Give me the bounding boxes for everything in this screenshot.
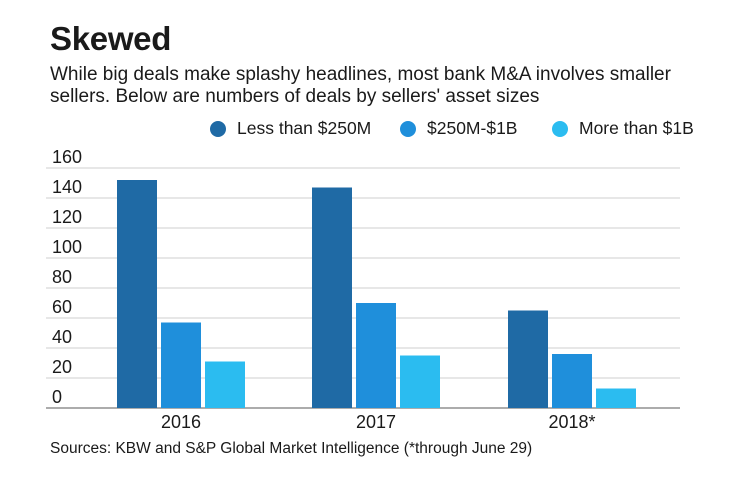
legend-label: More than $1B <box>579 118 694 138</box>
legend-item: $250M-$1B <box>400 118 517 139</box>
bar-2017-series-2 <box>356 303 396 408</box>
x-category-label: 2016 <box>161 412 201 432</box>
bar-2016-series-1 <box>117 180 157 408</box>
legend-swatch <box>400 120 416 137</box>
y-tick-label: 0 <box>52 387 62 407</box>
bars <box>117 180 636 408</box>
bar-2018-series-1 <box>508 310 548 408</box>
bar-2016-series-2 <box>161 322 201 408</box>
bar-2018-series-3 <box>596 388 636 408</box>
y-tick-label: 40 <box>52 327 72 347</box>
y-axis-ticks: 0 20 40 60 80 100 120 140 160 <box>52 147 82 407</box>
y-tick-label: 80 <box>52 267 72 287</box>
legend-label: Less than $250M <box>237 118 372 138</box>
chart-title: Skewed <box>50 20 172 57</box>
bar-2018-series-2 <box>552 354 592 408</box>
bar-2017-series-3 <box>400 355 440 408</box>
bar-2017-series-1 <box>312 187 352 408</box>
source-note: Sources: KBW and S&P Global Market Intel… <box>50 440 533 457</box>
x-axis-categories: 2016 2017 2018* <box>161 412 596 432</box>
y-tick-label: 120 <box>52 207 82 227</box>
y-tick-label: 140 <box>52 177 82 197</box>
legend-swatch <box>552 120 568 137</box>
y-tick-label: 60 <box>52 297 72 317</box>
bar-2016-series-3 <box>205 361 245 408</box>
legend-swatch <box>210 120 226 137</box>
legend-item: Less than $250M <box>210 118 371 139</box>
legend-label: $250M-$1B <box>427 118 518 138</box>
x-category-label: 2018* <box>548 412 595 432</box>
chart-subtitle: While big deals make splashy headlines, … <box>50 64 671 107</box>
x-category-label: 2017 <box>356 412 396 432</box>
legend: Less than $250M $250M-$1B More than $1B <box>0 118 740 144</box>
legend-item: More than $1B <box>552 118 694 139</box>
y-tick-label: 100 <box>52 237 82 257</box>
y-tick-label: 160 <box>52 147 82 167</box>
y-tick-label: 20 <box>52 357 72 377</box>
